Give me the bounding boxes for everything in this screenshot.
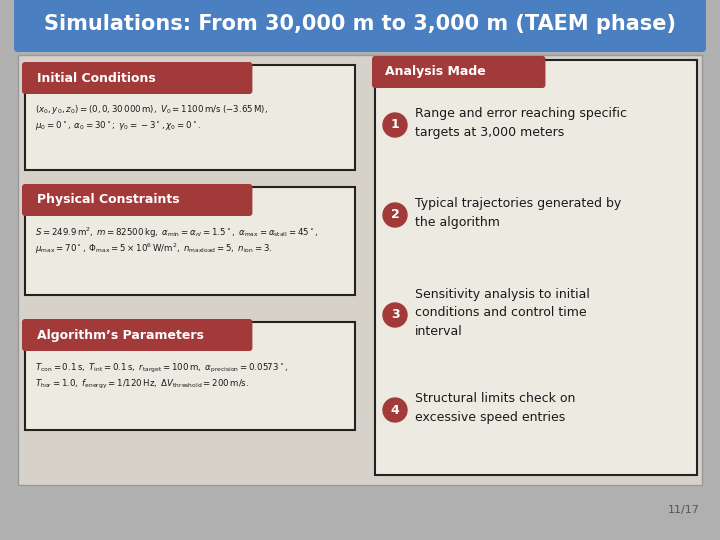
FancyBboxPatch shape [372,56,546,88]
Text: $T_{\mathrm{hor}} = 1.0,\; f_{\mathrm{energy}} = 1/120\,\mathrm{Hz},\; \Delta V_: $T_{\mathrm{hor}} = 1.0,\; f_{\mathrm{en… [35,377,249,390]
Text: Range and error reaching specific
targets at 3,000 meters: Range and error reaching specific target… [415,107,627,139]
Text: Analysis Made: Analysis Made [385,65,486,78]
Bar [18,55,702,485]
Text: Simulations: From 30,000 m to 3,000 m (TAEM phase): Simulations: From 30,000 m to 3,000 m (T… [44,14,676,34]
Text: $(x_0, y_0, z_0) = (0, 0, 30\,000\,\mathrm{m}),\; V_0 = 1100\,\mathrm{m/s}\;(-3.: $(x_0, y_0, z_0) = (0, 0, 30\,000\,\math… [35,103,268,116]
FancyBboxPatch shape [22,319,253,351]
Text: Structural limits check on
excessive speed entries: Structural limits check on excessive spe… [415,392,575,424]
Text: $\mu_{\max} = 70^\circ,\; \Phi_{\max} = 5\times10^6\,\mathrm{W/m}^2,\; n_{\mathr: $\mu_{\max} = 70^\circ,\; \Phi_{\max} = … [35,242,272,256]
Text: 11/17: 11/17 [668,505,700,515]
Circle shape [383,203,407,227]
FancyBboxPatch shape [14,0,706,52]
Bar [25,322,355,430]
Text: Typical trajectories generated by
the algorithm: Typical trajectories generated by the al… [415,197,621,229]
Bar [25,187,355,295]
Circle shape [383,398,407,422]
Text: $T_{\mathrm{con}} = 0.1\,\mathrm{s},\; T_{\mathrm{int}} = 0.1\,\mathrm{s},\; r_{: $T_{\mathrm{con}} = 0.1\,\mathrm{s},\; T… [35,361,288,375]
FancyBboxPatch shape [22,62,253,94]
Circle shape [383,113,407,137]
Text: Initial Conditions: Initial Conditions [37,71,156,84]
Circle shape [383,303,407,327]
Text: Physical Constraints: Physical Constraints [37,193,179,206]
Text: 2: 2 [391,208,400,221]
Bar [25,65,355,170]
FancyBboxPatch shape [22,184,253,216]
Text: $S = 249.9\,\mathrm{m}^2,\; m = 82500\,\mathrm{kg},\; \alpha_{\min} = \alpha_{nl: $S = 249.9\,\mathrm{m}^2,\; m = 82500\,\… [35,226,318,240]
Text: 3: 3 [391,308,400,321]
Text: 1: 1 [391,118,400,132]
Bar [375,60,697,475]
Text: 4: 4 [391,403,400,416]
Text: Algorithm’s Parameters: Algorithm’s Parameters [37,328,204,341]
Text: $\mu_0 = 0^\circ,\; \alpha_0 = 30^\circ;\; \gamma_0 = -3^\circ, \chi_0 = 0^\circ: $\mu_0 = 0^\circ,\; \alpha_0 = 30^\circ;… [35,119,201,132]
Text: Sensitivity analysis to initial
conditions and control time
interval: Sensitivity analysis to initial conditio… [415,288,590,338]
